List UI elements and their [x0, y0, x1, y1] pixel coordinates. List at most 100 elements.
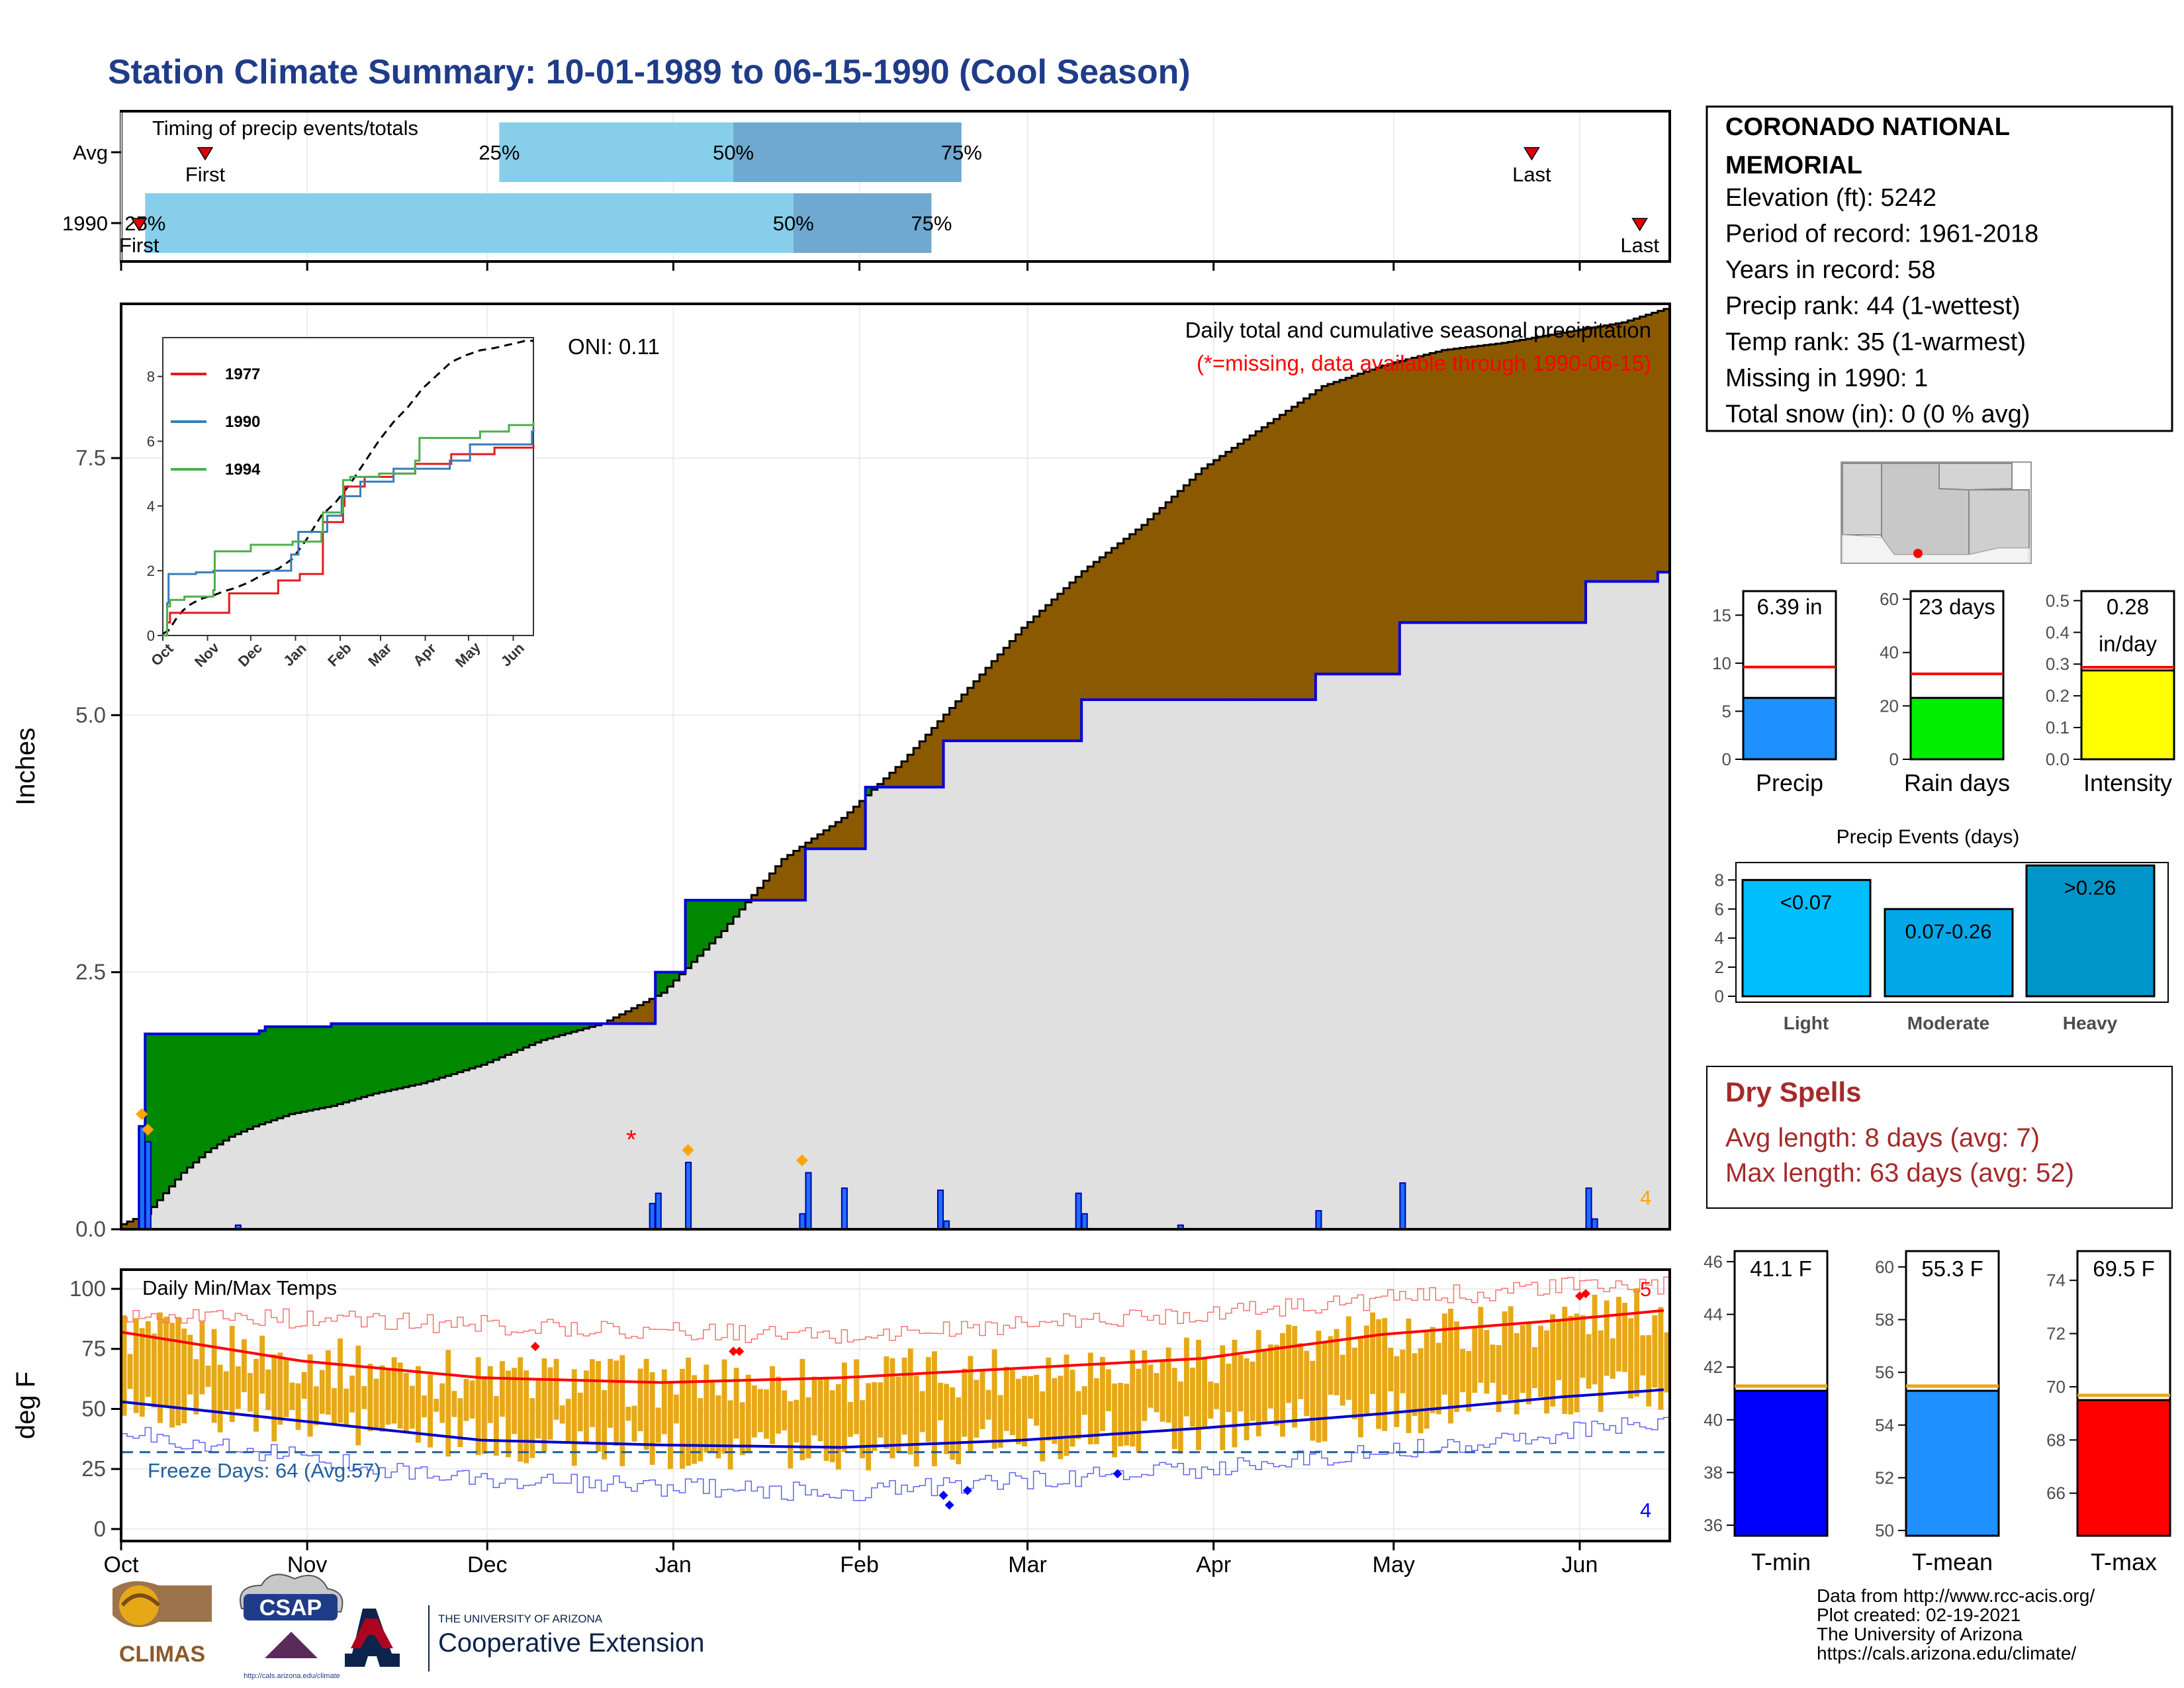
event-category-label: Light	[1784, 1013, 1829, 1033]
surplus-area-segment	[1141, 524, 1148, 700]
heavy-event-marker	[142, 1123, 154, 1136]
summary-tick-label: 60	[1880, 589, 1899, 609]
daily-temp-bar	[1634, 1288, 1640, 1397]
daily-temp-bar	[835, 1384, 841, 1470]
temp-summary-tick-label: 70	[2046, 1377, 2066, 1397]
precip-count-label: 4	[1640, 1186, 1651, 1209]
daily-temp-bar	[1538, 1325, 1543, 1397]
daily-temp-bar	[577, 1392, 583, 1432]
daily-temp-bar	[373, 1378, 379, 1429]
surplus-area-segment	[637, 1005, 644, 1024]
daily-temp-bar	[1418, 1348, 1424, 1434]
month-tick-label: Apr	[1196, 1552, 1231, 1577]
surplus-area-segment	[1147, 519, 1154, 700]
surplus-area-segment	[1189, 479, 1197, 700]
surplus-area-segment	[1231, 447, 1238, 700]
surplus-area-segment	[1183, 485, 1191, 700]
temp-ytick-label: 25	[81, 1456, 106, 1481]
dry-spells-avg: Avg length: 8 days (avg: 7)	[1725, 1123, 2040, 1152]
daily-temp-bar	[841, 1362, 847, 1452]
summary-bar	[1742, 696, 1837, 761]
surplus-area-segment	[763, 880, 770, 900]
deficit-area-segment	[547, 1023, 554, 1039]
event-bar	[1884, 908, 2014, 998]
deficit-area-segment	[145, 1033, 152, 1214]
surplus-area-segment	[1453, 348, 1461, 623]
daily-temp-bar	[181, 1328, 187, 1424]
record-max-line	[121, 1276, 1670, 1344]
daily-temp-bar	[974, 1380, 979, 1438]
temp-summary-value: 69.5 F	[2093, 1256, 2155, 1281]
precip-ylabel: Inches	[11, 727, 40, 806]
inset-ytick-label: 0	[147, 628, 155, 644]
surplus-area-segment	[1459, 348, 1467, 623]
daily-temp-bar	[1328, 1336, 1334, 1395]
station-location-marker	[1913, 549, 1923, 558]
daily-temp-bar	[1009, 1370, 1015, 1436]
surplus-area-segment	[1471, 346, 1479, 623]
surplus-area-segment	[1447, 349, 1455, 623]
deficit-area-segment	[223, 1033, 230, 1141]
daily-temp-bar	[776, 1376, 782, 1434]
deficit-area-segment	[577, 1023, 584, 1031]
surplus-area-segment	[1111, 547, 1118, 700]
deficit-area-segment	[727, 900, 734, 924]
deficit-area-segment	[331, 1023, 338, 1106]
daily-temp-bar	[343, 1388, 349, 1425]
daily-temp-bar	[1598, 1330, 1604, 1412]
deficit-area-segment	[733, 900, 740, 917]
daily-temp-bar	[241, 1339, 247, 1393]
surplus-area-segment	[1309, 394, 1316, 700]
daily-temp-bar	[1136, 1368, 1142, 1453]
summary-tick-label: 20	[1880, 696, 1899, 716]
daily-temp-bar	[649, 1372, 655, 1465]
daily-temp-bar	[565, 1399, 571, 1444]
event-bar-label: >0.26	[2064, 876, 2116, 899]
surplus-area-segment	[829, 826, 836, 849]
surplus-area-segment	[1579, 329, 1586, 623]
events-ytick-label: 4	[1715, 928, 1724, 948]
daily-temp-bar	[901, 1357, 907, 1435]
timing-quantile-label: 50%	[773, 212, 814, 235]
record-low-marker	[944, 1500, 954, 1510]
deficit-area-segment	[523, 1023, 530, 1048]
deficit-area-segment	[253, 1033, 260, 1127]
timing-bar-q25-q50	[499, 122, 734, 182]
summary-value: 0.28	[2107, 594, 2149, 619]
timing-quantile-label: 75%	[911, 212, 952, 235]
surplus-area-segment	[781, 859, 788, 900]
month-tick-label: Oct	[104, 1552, 139, 1577]
daily-temp-bar	[439, 1383, 445, 1423]
daily-temp-bar	[1502, 1311, 1508, 1395]
credit-line: https://cals.arizona.edu/climate/	[1817, 1643, 2076, 1664]
record-low-marker	[962, 1485, 972, 1495]
deficit-area-segment	[175, 1033, 182, 1180]
daily-temp-bar	[727, 1400, 733, 1470]
daily-temp-bar	[283, 1358, 289, 1417]
daily-temp-bar	[811, 1376, 817, 1436]
daily-temp-bar	[1015, 1378, 1021, 1444]
surplus-area-segment	[979, 674, 986, 741]
daily-temp-bar	[1508, 1306, 1514, 1400]
daily-temp-bar	[692, 1375, 698, 1464]
surplus-area-segment	[1549, 334, 1557, 623]
daily-temp-bar	[872, 1382, 878, 1451]
surplus-area-segment	[1639, 316, 1647, 582]
daily-temp-bar	[938, 1382, 943, 1421]
surplus-area-segment	[997, 654, 1004, 741]
climas-logo-text: CLIMAS	[119, 1642, 205, 1667]
summary-tick-label: 0	[1722, 749, 1731, 769]
daily-temp-bar	[1531, 1347, 1537, 1388]
event-bar-label: 0.07-0.26	[1905, 919, 1992, 943]
daily-temp-bar	[1316, 1331, 1322, 1443]
daily-temp-bar	[1610, 1338, 1615, 1379]
surplus-area-segment	[1051, 599, 1058, 741]
surplus-area-segment	[1069, 582, 1076, 741]
daily-temp-bar	[782, 1390, 788, 1430]
surplus-area-segment	[847, 812, 854, 849]
deficit-area-segment	[739, 900, 746, 910]
daily-precip-bar	[1399, 1182, 1406, 1230]
daily-temp-bar	[1568, 1315, 1574, 1415]
timing-panel: Avg 25% 50% 75% First Last 1990 25% 50% 75% First L…	[62, 110, 1671, 271]
temp-summary-tick-label: 44	[1704, 1305, 1723, 1325]
